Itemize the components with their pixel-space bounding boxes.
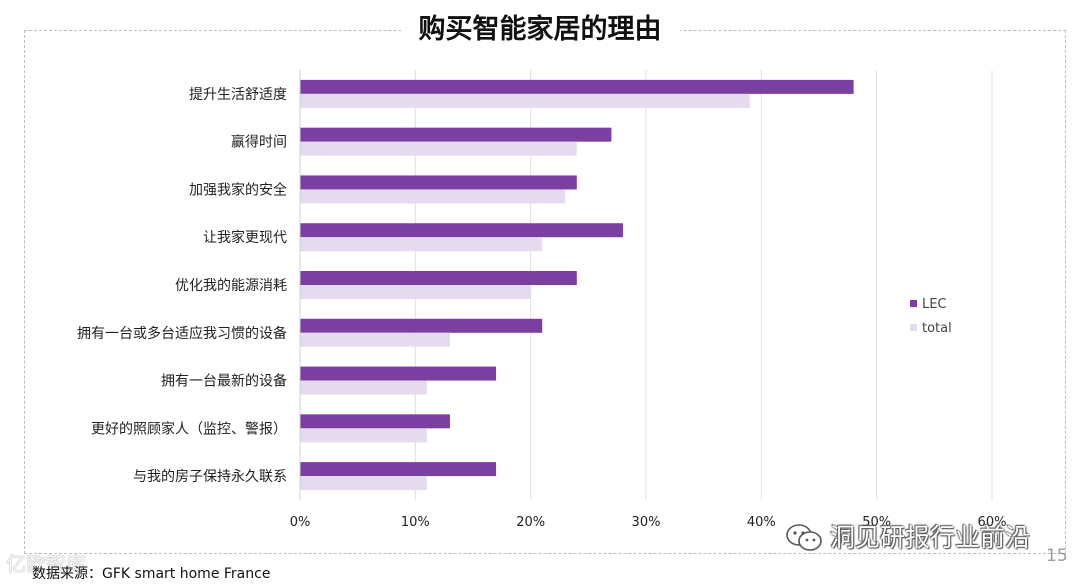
category-label: 提升生活舒适度 [189,87,287,103]
bar-lec [300,223,623,238]
x-tick-label: 40% [747,515,776,530]
watermark-secondary: 亿欧智库 [6,552,86,576]
legend-swatch-total [910,324,917,331]
bar-total [300,237,543,252]
category-label: 优化我的能源消耗 [175,278,287,294]
bar-lec [300,175,577,190]
x-tick-label: 10% [401,515,430,530]
bar-total [300,141,577,156]
category-label: 加强我家的安全 [189,181,287,198]
legend-swatch-lec [910,300,917,307]
watermark: 洞见研报行业前沿 [784,520,1054,556]
bar-lec [300,79,854,94]
bar-total [300,189,566,204]
bar-total [300,285,531,299]
bar-lec [300,462,497,477]
category-label: 与我的房子保持永久联系 [133,469,287,485]
category-label: 拥有一台最新的设备 [161,373,287,390]
category-label: 更好的照顾家人（监控、警报） [91,420,287,437]
bar-lec [300,414,450,429]
legend-label-total: total [922,321,952,336]
chart-title-wrap: 购买智能家居的理由 [0,8,1080,52]
bar-total [300,332,450,347]
category-label: 赢得时间 [231,134,287,151]
chart-title: 购买智能家居的理由 [400,8,680,52]
bar-lec [300,366,497,381]
watermark-text: 洞见研报行业前沿 [830,523,1031,552]
x-tick-label: 60% [978,515,1007,530]
wechat-icon [786,524,822,551]
bar-total [300,476,427,491]
bar-lec [300,127,612,142]
data-source: 数据来源：GFK smart home France [32,566,271,582]
page-number: 15 [1046,546,1068,566]
x-tick-label: 20% [516,515,545,530]
x-tick-label: 30% [632,515,661,530]
bar-lec [300,318,543,333]
category-label: 让我家更现代 [203,229,287,246]
category-label: 拥有一台或多台适应我习惯的设备 [77,325,287,342]
bar-total [300,93,750,108]
x-tick-label: 50% [862,515,891,530]
bar-lec [300,271,577,285]
bar-total [300,380,427,395]
bar-total [300,428,427,443]
x-tick-label: 0% [290,515,311,530]
legend-label-lec: LEC [922,297,947,312]
